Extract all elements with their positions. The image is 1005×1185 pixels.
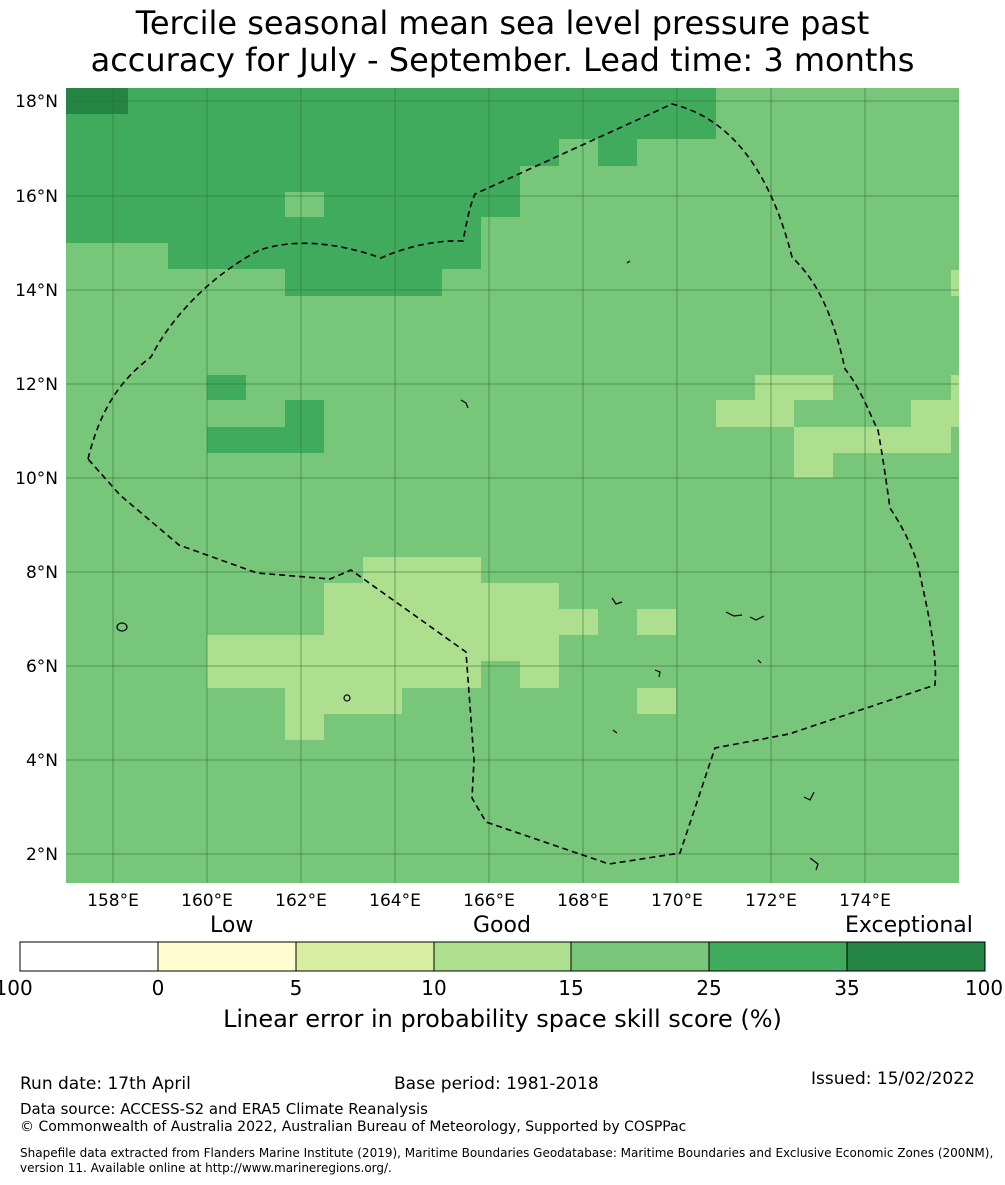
moderate-skill-patch xyxy=(207,557,598,740)
lon-tick-label: 164°E xyxy=(369,891,421,911)
map-title-line-1: Tercile seasonal mean sea level pressure… xyxy=(135,4,870,42)
colorbar-segment xyxy=(571,942,709,971)
colorbar-segment xyxy=(296,942,434,971)
run-date: Run date: 17th April xyxy=(20,1074,191,1094)
moderate-skill-patch xyxy=(716,375,833,427)
lat-tick-label: 14°N xyxy=(15,281,58,301)
colorbar-tick-label: 5 xyxy=(289,976,303,1000)
islands xyxy=(116,260,819,871)
high-skill-patch xyxy=(207,400,324,453)
colorbar xyxy=(19,941,986,972)
map-panel xyxy=(66,88,959,883)
lat-tick-label: 8°N xyxy=(26,563,58,583)
colorbar-tick-label: 10 xyxy=(421,976,447,1000)
colorbar-category-low: Low xyxy=(210,913,254,938)
lat-tick-label: 2°N xyxy=(26,845,58,865)
colorbar-category-good: Good xyxy=(473,913,531,938)
map-title-line-2: accuracy for July - September. Lead time… xyxy=(90,41,915,79)
lon-tick-label: 174°E xyxy=(839,891,891,911)
colorbar-segment xyxy=(847,942,985,971)
colorbar-segment xyxy=(709,942,847,971)
colorbar-segment xyxy=(20,942,158,971)
moderate-skill-patch xyxy=(637,609,676,635)
lon-tick-label: 166°E xyxy=(463,891,515,911)
shapefile-credit-line-1: Shapefile data extracted from Flanders M… xyxy=(20,1146,994,1160)
colorbar-category-exceptional: Exceptional xyxy=(845,913,973,938)
data-source: Data source: ACCESS-S2 and ERA5 Climate … xyxy=(20,1100,428,1118)
colorbar-segment xyxy=(434,942,571,971)
shapefile-credit-line-2: version 11. Available online at http://w… xyxy=(20,1161,392,1175)
colorbar-frame xyxy=(19,941,986,972)
base-period: Base period: 1981-2018 xyxy=(394,1074,599,1094)
moderate-skill-patch xyxy=(794,375,959,478)
moderate-skill-patch xyxy=(951,270,959,296)
colorbar-tick-label: -100 xyxy=(0,976,33,1000)
lat-tick-label: 18°N xyxy=(15,92,58,112)
eez-boundary xyxy=(87,103,937,865)
lon-tick-label: 162°E xyxy=(275,891,327,911)
lat-tick-label: 16°N xyxy=(15,187,58,207)
lat-tick-label: 12°N xyxy=(15,375,58,395)
high-skill-region-north xyxy=(66,88,716,296)
graticule xyxy=(66,88,959,883)
lat-tick-label: 10°N xyxy=(15,469,58,489)
colorbar-tick-label: 25 xyxy=(696,976,722,1000)
issued-date: Issued: 15/02/2022 xyxy=(811,1069,975,1089)
lon-tick-label: 172°E xyxy=(745,891,797,911)
colorbar-tick-label: 100 xyxy=(964,976,1004,1000)
moderate-skill-patch xyxy=(637,688,676,714)
lat-tick-label: 4°N xyxy=(26,751,58,771)
lon-tick-label: 168°E xyxy=(557,891,609,911)
colorbar-tick-label: 15 xyxy=(558,976,584,1000)
high-skill-patch xyxy=(207,375,246,400)
copyright: © Commonwealth of Australia 2022, Austra… xyxy=(20,1119,687,1135)
colorbar-label: Linear error in probability space skill … xyxy=(223,1005,782,1033)
colorbar-segment xyxy=(158,942,296,971)
lon-tick-label: 160°E xyxy=(181,891,233,911)
colorbar-tick-label: 0 xyxy=(151,976,165,1000)
colorbar-tick-label: 35 xyxy=(834,976,860,1000)
lat-tick-label: 6°N xyxy=(26,657,58,677)
lon-tick-label: 170°E xyxy=(651,891,703,911)
lon-tick-label: 158°E xyxy=(87,891,139,911)
